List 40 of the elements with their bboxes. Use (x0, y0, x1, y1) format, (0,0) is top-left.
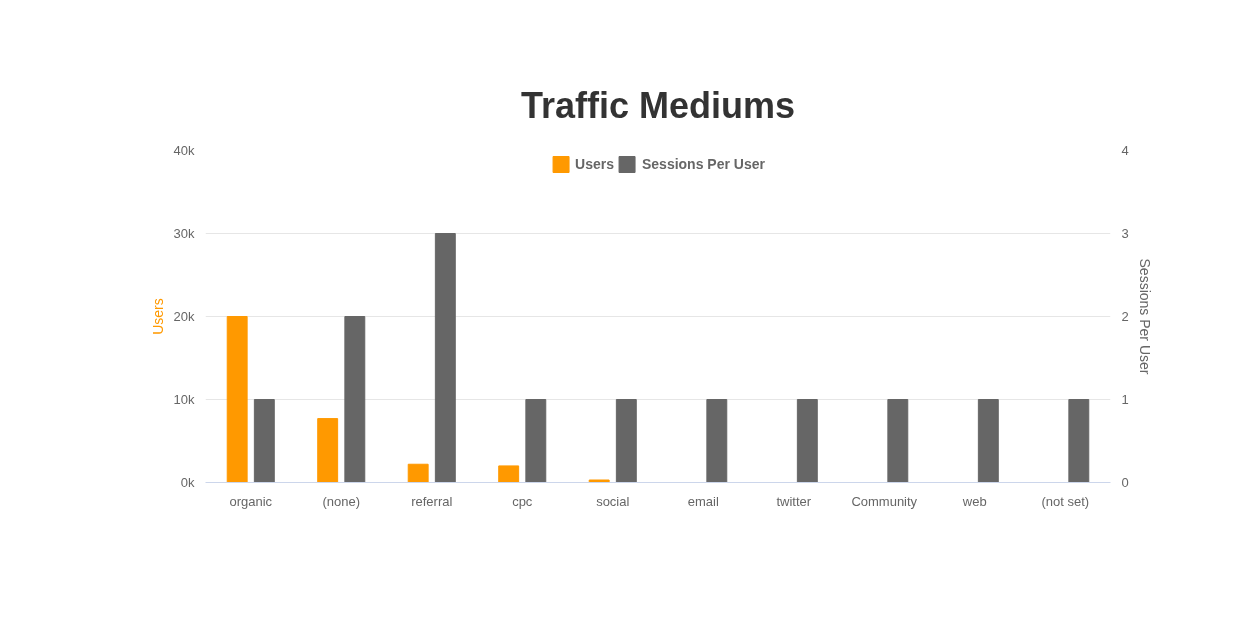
x-tick-label: organic (229, 493, 273, 509)
legend-label: Users (575, 156, 614, 172)
bar (226, 316, 248, 483)
y2-tick-label: 1 (1121, 392, 1129, 407)
bar (434, 233, 456, 483)
bar (887, 399, 909, 483)
bar (317, 418, 339, 483)
y2-tick-label: 2 (1121, 309, 1129, 324)
x-tick-label: Community (851, 493, 918, 509)
y2-axis-title: Sessions Per User (1136, 258, 1153, 375)
bar (407, 463, 429, 483)
bar (1068, 399, 1090, 483)
legend-label: Sessions Per User (641, 156, 765, 172)
x-tick-label: (none) (322, 493, 361, 509)
bar (253, 399, 275, 483)
x-tick-label: social (596, 493, 630, 509)
y2-tick-label: 0 (1121, 475, 1129, 490)
y2-tick-label: 4 (1121, 143, 1129, 158)
bar (706, 399, 728, 483)
y-tick-label: 20k (173, 309, 195, 324)
x-tick-label: referral (411, 493, 453, 509)
x-tick-label: twitter (776, 493, 812, 509)
y-tick-label: 10k (173, 392, 195, 407)
bar (525, 399, 547, 483)
y-tick-label: 30k (173, 226, 195, 241)
y-tick-label: 40k (173, 143, 195, 158)
bar (615, 399, 637, 483)
x-tick-label: email (687, 493, 719, 509)
bar (977, 399, 999, 483)
x-tick-label: web (961, 493, 987, 509)
bar (498, 465, 520, 483)
bar (796, 399, 818, 483)
y-axis-title: Users (149, 298, 166, 335)
x-tick-label: (not set) (1041, 493, 1090, 509)
y-tick-label: 0k (180, 475, 195, 490)
bar (344, 316, 366, 483)
y2-tick-label: 3 (1121, 226, 1129, 241)
chart-title: Traffic Mediums (520, 84, 796, 126)
bar (588, 479, 610, 483)
x-tick-label: cpc (512, 493, 533, 509)
